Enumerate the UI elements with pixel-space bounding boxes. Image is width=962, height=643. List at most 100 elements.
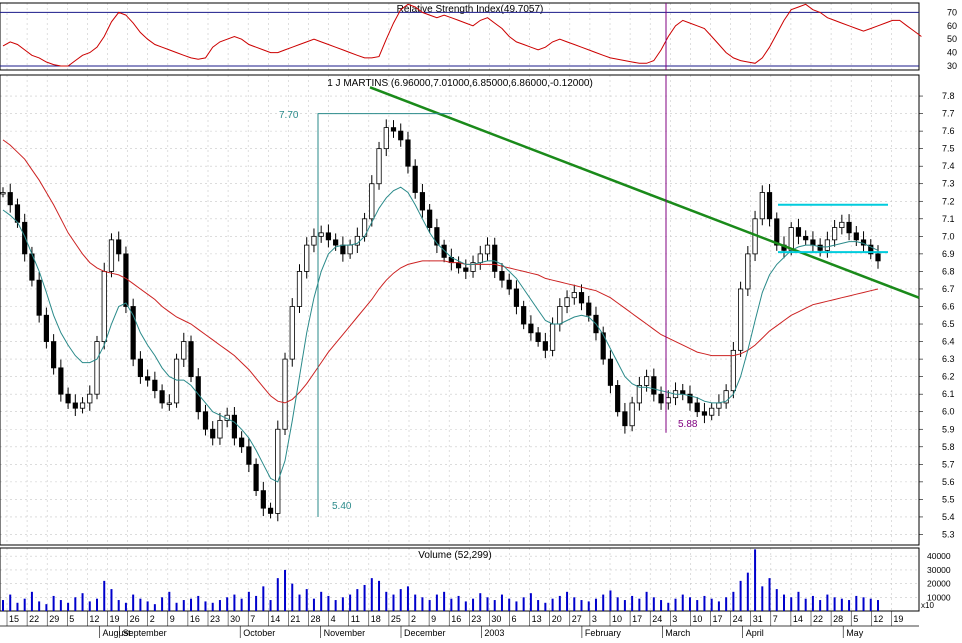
candle-body xyxy=(665,397,671,404)
x-day-label: 24 xyxy=(733,614,743,624)
price-tick-label: 6.7 xyxy=(942,284,955,294)
x-day-label: 6 xyxy=(512,614,517,624)
price-tick-label: 7.7 xyxy=(942,109,955,119)
price-tick-label: 5.3 xyxy=(942,529,955,539)
x-day-label: 9 xyxy=(431,614,436,624)
price-tick-label: 6.4 xyxy=(942,337,955,347)
x-month-label: March xyxy=(665,628,690,638)
candle-body xyxy=(846,221,852,234)
candle-body xyxy=(643,376,650,386)
x-day-label: 23 xyxy=(471,614,481,624)
x-day-label: 17 xyxy=(713,614,723,624)
candle-body xyxy=(79,402,86,409)
candle-body xyxy=(564,297,570,307)
candle-body xyxy=(130,306,136,360)
candle-body xyxy=(181,341,187,360)
price-tick-label: 6.0 xyxy=(942,407,955,417)
candle-body xyxy=(173,358,180,404)
candle-body xyxy=(477,253,483,264)
x-day-label: 26 xyxy=(130,614,140,624)
price-tick-label: 7.8 xyxy=(942,91,955,101)
x-day-label: 18 xyxy=(371,614,381,624)
candle-body xyxy=(607,358,614,386)
candle-body xyxy=(803,235,809,241)
x-day-label: 12 xyxy=(89,614,99,624)
candle-body xyxy=(123,253,129,307)
candle-body xyxy=(586,302,592,316)
candle-body xyxy=(513,288,520,307)
candle-body xyxy=(116,239,122,255)
candle-body xyxy=(101,271,107,342)
panel-frame xyxy=(0,74,920,546)
x-day-label: 14 xyxy=(270,614,280,624)
candle-body xyxy=(333,239,339,246)
x-day-label: 9 xyxy=(170,614,175,624)
candle-body xyxy=(484,244,491,255)
candle-body xyxy=(253,463,259,492)
candle-body xyxy=(94,341,100,395)
candle-body xyxy=(405,139,411,167)
price-tick-label: 6.8 xyxy=(942,266,955,276)
candle-body xyxy=(600,332,606,360)
candle-body xyxy=(839,221,845,228)
rsi-tick-label: 30 xyxy=(947,61,957,71)
x-day-label: 7 xyxy=(250,614,255,624)
candle-body xyxy=(239,437,245,448)
x-day-label: 30 xyxy=(230,614,240,624)
candle-body xyxy=(152,379,158,392)
rsi-line xyxy=(2,3,922,67)
x-month-label: November xyxy=(324,628,366,638)
candle-body xyxy=(824,239,830,251)
range-box xyxy=(317,113,452,517)
panel-frame xyxy=(0,2,920,71)
price-series xyxy=(0,75,920,522)
x-day-label: 15 xyxy=(9,614,19,624)
x-day-label: 25 xyxy=(391,614,401,624)
candle-body xyxy=(412,165,418,193)
x-day-label: 17 xyxy=(632,614,642,624)
x-day-label: 14 xyxy=(793,614,803,624)
x-day-label: 29 xyxy=(49,614,59,624)
candle-body xyxy=(521,306,527,325)
candle-body xyxy=(72,402,78,409)
volume-unit-label: x10 xyxy=(921,601,934,610)
price-tick-label: 5.6 xyxy=(942,477,955,487)
x-month-label: February xyxy=(585,628,622,638)
price-tick-label: 7.2 xyxy=(942,196,955,206)
candle-body xyxy=(340,244,346,255)
candle-body xyxy=(571,292,577,299)
candle-body xyxy=(636,385,642,404)
grid xyxy=(0,3,919,611)
x-month-label: August xyxy=(103,628,132,638)
candle-body xyxy=(22,221,28,255)
volume-tick-label: 10000 xyxy=(927,592,951,602)
candle-body xyxy=(875,253,881,262)
volume-title: Volume (52,299) xyxy=(418,550,491,561)
x-day-label: 11 xyxy=(351,614,360,624)
ma-short-line xyxy=(2,186,879,483)
candle-body xyxy=(629,402,635,427)
rsi-title: Relative Strength Index(49.7057) xyxy=(397,4,544,15)
price-title: 1 J MARTINS (6.96000,7.01000,6.85000,6.8… xyxy=(327,78,593,89)
candle-body xyxy=(65,393,71,404)
axes: 15 22 29 5 12 19 26 2 9 16 23 30 7 14 21 28 4 11 18 25 2 9 16 2… xyxy=(6,7,957,638)
price-tick-label: 6.3 xyxy=(942,354,955,364)
x-month-label: October xyxy=(243,628,275,638)
candle-body xyxy=(774,218,780,246)
x-day-label: 5 xyxy=(69,614,74,624)
price-tick-label: 6.6 xyxy=(942,301,955,311)
x-day-label: 19 xyxy=(110,614,120,624)
x-day-label: 13 xyxy=(532,614,542,624)
price-tick-label: 5.7 xyxy=(942,459,955,469)
candle-body xyxy=(738,288,744,351)
ma-long-line xyxy=(2,139,879,404)
candle-body xyxy=(528,323,534,334)
candle-body xyxy=(868,244,874,255)
candle-body xyxy=(304,244,310,272)
candle-body xyxy=(282,358,288,430)
price-tick-label: 6.9 xyxy=(942,249,955,259)
rsi-tick-label: 40 xyxy=(947,48,957,58)
candle-body xyxy=(137,358,143,378)
